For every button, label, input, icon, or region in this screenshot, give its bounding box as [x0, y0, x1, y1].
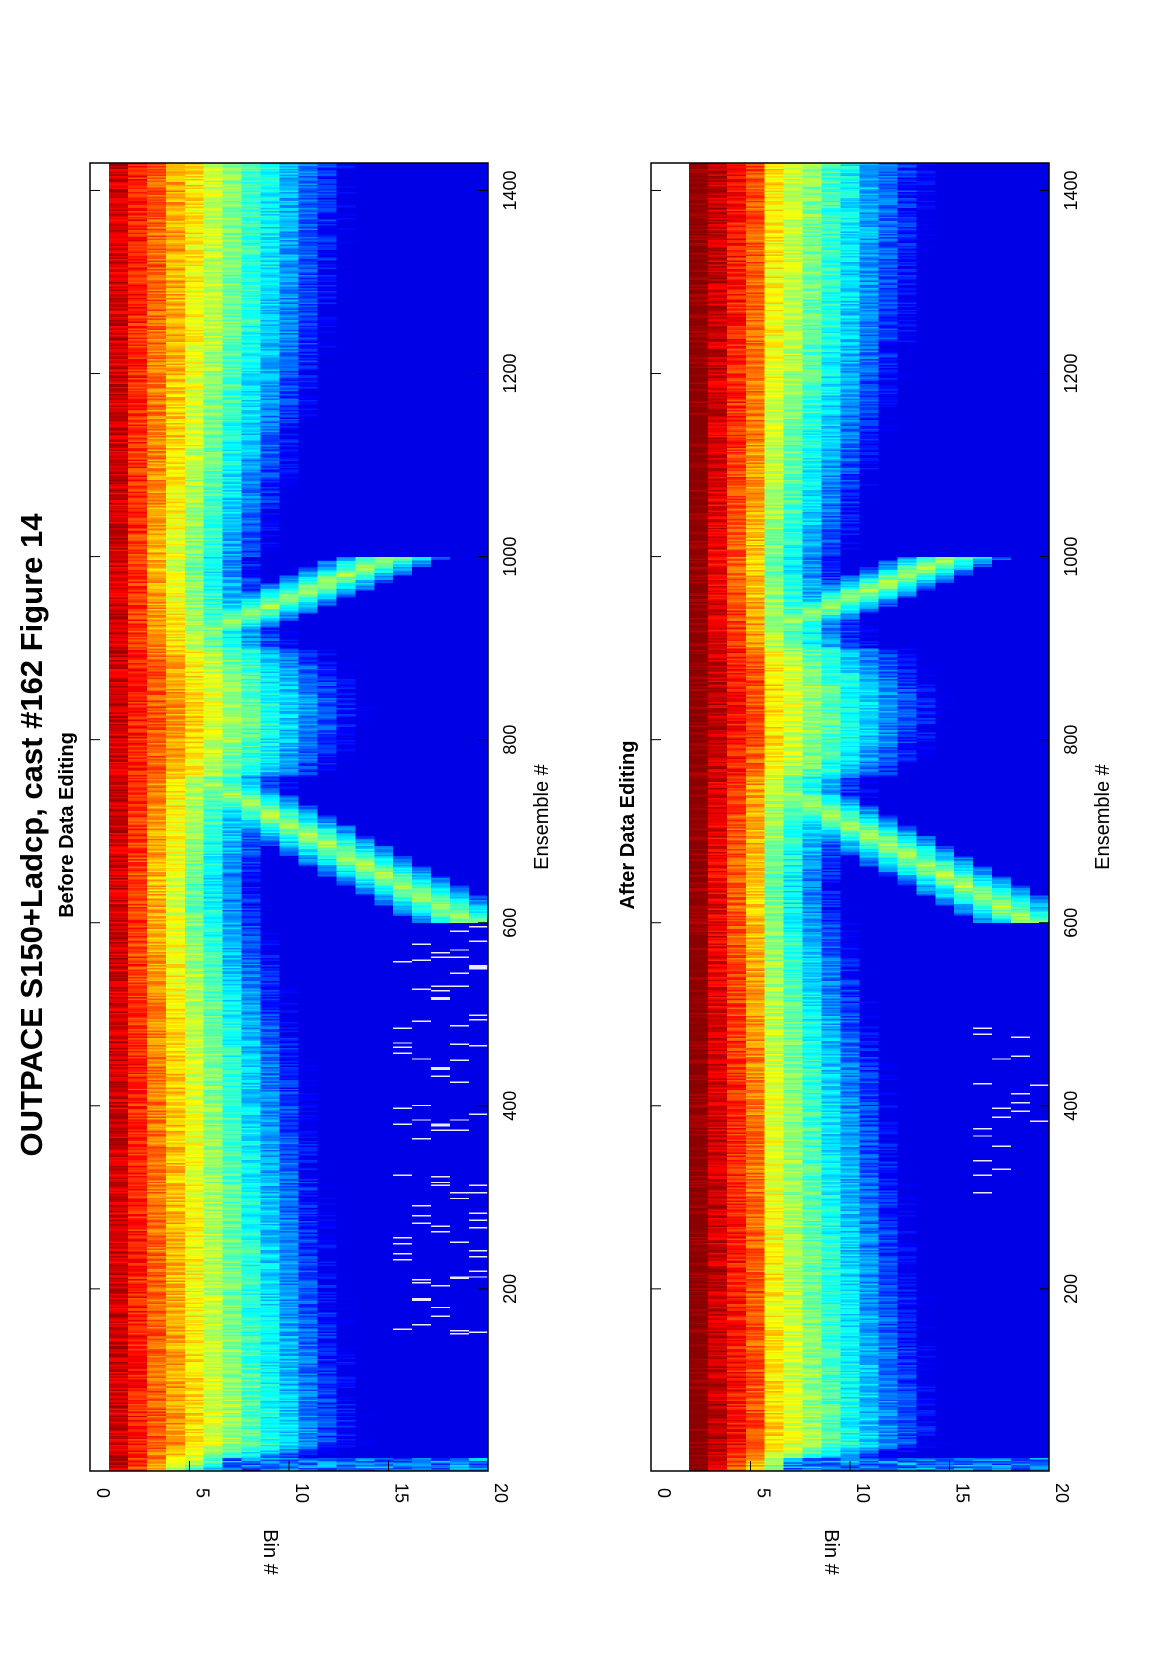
xlabel-bin-before: Bin #	[259, 1529, 281, 1575]
ensemble-tick-label: 1400	[1061, 170, 1081, 210]
ensemble-tick-label: 200	[500, 1274, 520, 1304]
ensemble-tick-label: 1200	[1061, 354, 1081, 394]
ensemble-tick-label: 1000	[1061, 537, 1081, 577]
xlabel-bin-after: Bin #	[820, 1529, 842, 1575]
ylabel-ensemble-before: Ensemble #	[531, 763, 553, 869]
ensemble-tick-label: 800	[1061, 725, 1081, 755]
bin-tick-label: 5	[754, 1488, 774, 1498]
ensemble-tick-label: 400	[500, 1091, 520, 1121]
bin-tick-label: 0	[93, 1488, 113, 1498]
panel-after-editing: After Data Editing 0 5 10 15 20 200 400 600 800 1…	[617, 162, 1114, 1576]
panel-title-before: Before Data Editing	[56, 732, 78, 918]
panel-before-editing: Before Data Editing 0 5 10 15 20 200 400 600 800…	[56, 162, 553, 1576]
ensemble-tick-label: 1000	[500, 537, 520, 577]
ensemble-tick-label: 600	[1061, 908, 1081, 938]
ensemble-tick-label: 400	[1061, 1091, 1081, 1121]
ylabel-ensemble-after: Ensemble #	[1092, 763, 1114, 869]
ensemble-tick-label: 800	[500, 725, 520, 755]
panel-title-after: After Data Editing	[617, 741, 639, 910]
ensemble-tick-label: 1200	[500, 354, 520, 394]
figure-title: OUTPACE S150+Ladcp, cast #162 Figure 14	[14, 513, 49, 1157]
ensemble-tick-label: 200	[1061, 1274, 1081, 1304]
bin-tick-label: 15	[953, 1483, 973, 1503]
bin-tick-label: 10	[853, 1483, 873, 1503]
bin-tick-label: 10	[292, 1483, 312, 1503]
bin-tick-label: 5	[193, 1488, 213, 1498]
tick-layer-before: 0 5 10 15 20 200 400 600 800 1000 1200 1400	[89, 170, 520, 1503]
ensemble-tick-label: 600	[500, 908, 520, 938]
bin-tick-label: 20	[491, 1483, 511, 1503]
tick-layer-after: 0 5 10 15 20 200 400 600 800 1000 1200 1400	[650, 170, 1081, 1503]
bin-tick-label: 15	[392, 1483, 412, 1503]
ensemble-tick-label: 1400	[500, 170, 520, 210]
bin-tick-label: 0	[654, 1488, 674, 1498]
bin-tick-label: 20	[1052, 1483, 1072, 1503]
heatmap-after	[651, 163, 1049, 1471]
heatmap-before	[90, 163, 488, 1471]
